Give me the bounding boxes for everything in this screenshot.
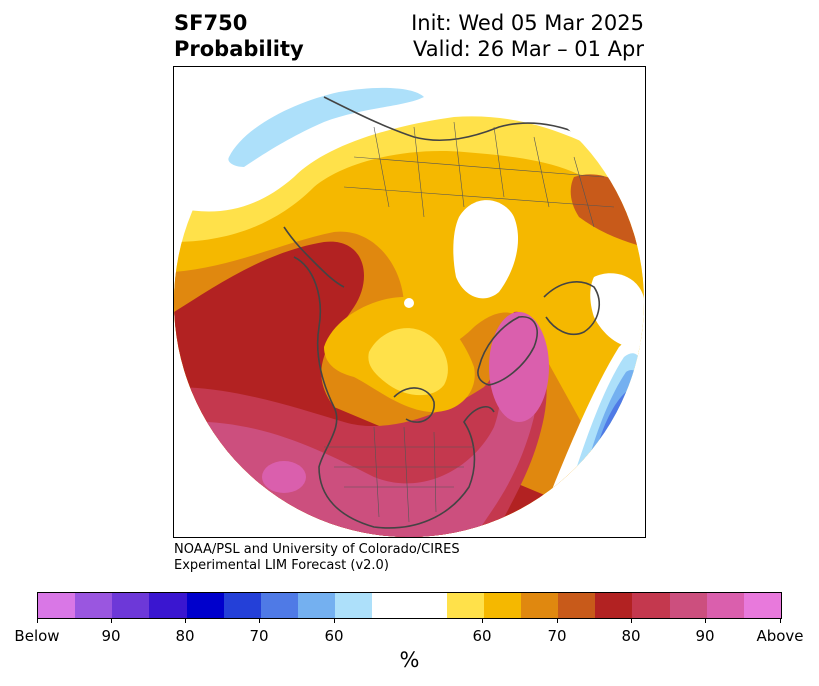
chart-title: SF750 Probability: [174, 10, 304, 62]
colorbar-tick-label: 60: [324, 627, 344, 645]
alaska-coast: [283, 226, 345, 288]
field-white-arctic: [453, 200, 519, 299]
probability-field: [174, 67, 644, 537]
title-quantity: Probability: [174, 37, 304, 61]
valid-period: Valid: 26 Mar – 01 Apr: [413, 37, 644, 61]
colorbar-segment: [372, 593, 447, 618]
colorbar-tick: [557, 618, 558, 623]
colorbar-tick-label: 80: [621, 627, 641, 645]
colorbar-segment: [669, 593, 707, 618]
colorbar-tick: [482, 618, 483, 623]
colorbar-tick-label: Below: [14, 627, 60, 645]
colorbar-segment: [112, 593, 150, 618]
colorbar-tick: [185, 618, 186, 623]
colorbar-tick: [259, 618, 260, 623]
colorbar-segment: [558, 593, 596, 618]
colorbar-tick-label: 90: [101, 627, 121, 645]
colorbar-tick-label: 70: [547, 627, 567, 645]
title-variable: SF750: [174, 11, 248, 35]
colorbar-segment: [223, 593, 261, 618]
credit-line1: NOAA/PSL and University of Colorado/CIRE…: [174, 542, 460, 557]
colorbar-segment: [446, 593, 484, 618]
colorbar-tick: [705, 618, 706, 623]
colorbar-segment: [521, 593, 559, 618]
colorbar-tick-label: 80: [175, 627, 195, 645]
colorbar-tick: [334, 618, 335, 623]
forecast-map: [173, 66, 646, 538]
colorbar-segment: [260, 593, 299, 618]
colorbar-tick-label: 90: [695, 627, 715, 645]
colorbar-segment: [298, 593, 336, 618]
colorbar-tick: [780, 618, 781, 623]
hudson-bay: [393, 387, 435, 423]
credit-line2: Experimental LIM Forecast (v2.0): [174, 558, 389, 573]
forecast-dates: Init: Wed 05 Mar 2025 Valid: 26 Mar – 01…: [411, 10, 644, 62]
colorbar-tick: [37, 618, 38, 623]
colorbar-segment: [483, 593, 522, 618]
colorbar-segment: [632, 593, 670, 618]
colorbar-segment: [186, 593, 224, 618]
europe-coast: [543, 281, 600, 336]
colorbar-segment: [595, 593, 633, 618]
probability-colorbar: [37, 592, 782, 619]
borders: [324, 121, 615, 523]
colorbar-segment: [38, 593, 76, 618]
colorbar-tick-label: 70: [249, 627, 269, 645]
colorbar-tick-label: Above: [756, 627, 804, 645]
north-america-coast: [293, 256, 495, 529]
colorbar-unit: %: [399, 648, 420, 672]
colorbar-segment: [75, 593, 113, 618]
colorbar-segment: [149, 593, 187, 618]
colorbar-tick-label: 60: [472, 627, 492, 645]
colorbar-segment: [706, 593, 744, 618]
field-white-dot: [404, 298, 414, 308]
colorbar-segment: [335, 593, 373, 618]
field-pink-pacific: [262, 461, 306, 493]
init-date: Init: Wed 05 Mar 2025: [411, 11, 644, 35]
colorbar-segment: [743, 593, 782, 618]
colorbar-tick: [111, 618, 112, 623]
field-white-europe: [590, 273, 644, 348]
credit-text: NOAA/PSL and University of Colorado/CIRE…: [174, 542, 460, 574]
map-svg: [174, 67, 644, 537]
field-arctic-yellow: [368, 328, 448, 396]
colorbar-tick: [631, 618, 632, 623]
greenland-coast: [477, 316, 538, 386]
field-pacific-lightblue: [228, 87, 424, 167]
